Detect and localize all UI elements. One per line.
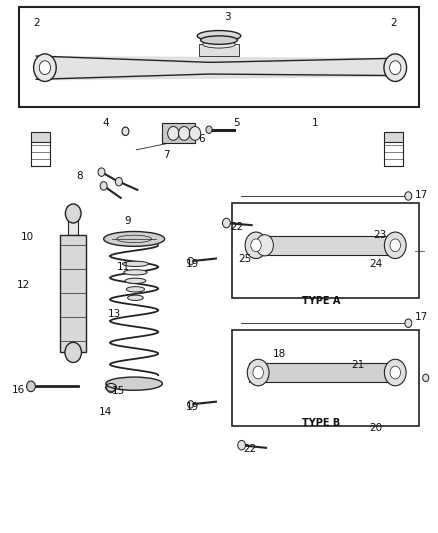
Text: 23: 23 <box>374 230 387 240</box>
Circle shape <box>405 192 412 200</box>
Text: 18: 18 <box>273 349 286 359</box>
Ellipse shape <box>124 270 147 275</box>
Bar <box>31 132 50 142</box>
Text: 17: 17 <box>415 190 428 200</box>
Text: 25: 25 <box>238 254 252 263</box>
Text: 5: 5 <box>233 118 240 128</box>
Text: 9: 9 <box>124 216 131 227</box>
Circle shape <box>384 54 406 82</box>
Circle shape <box>238 440 246 450</box>
Ellipse shape <box>106 377 162 390</box>
Text: 4: 4 <box>102 118 109 128</box>
Text: 3: 3 <box>224 12 231 22</box>
Text: 20: 20 <box>369 423 382 433</box>
Circle shape <box>223 218 230 228</box>
Circle shape <box>39 61 50 75</box>
Text: 19: 19 <box>186 259 200 269</box>
Text: TYPE A: TYPE A <box>302 296 340 306</box>
Bar <box>68 215 78 235</box>
Circle shape <box>65 204 81 223</box>
Circle shape <box>390 366 400 379</box>
Text: 22: 22 <box>230 222 243 232</box>
Circle shape <box>253 366 263 379</box>
Text: 2: 2 <box>33 18 39 28</box>
Text: 10: 10 <box>21 232 34 243</box>
Circle shape <box>385 232 406 259</box>
Text: 12: 12 <box>17 280 30 290</box>
Circle shape <box>116 177 122 186</box>
Circle shape <box>390 239 400 252</box>
Circle shape <box>34 54 56 82</box>
Text: 7: 7 <box>163 150 170 160</box>
Circle shape <box>189 126 201 140</box>
Circle shape <box>122 127 129 135</box>
Text: 22: 22 <box>243 445 256 455</box>
Circle shape <box>390 61 401 75</box>
Circle shape <box>423 374 429 382</box>
Circle shape <box>107 382 116 393</box>
Bar <box>162 123 195 143</box>
Circle shape <box>251 239 261 252</box>
Ellipse shape <box>197 30 241 41</box>
Circle shape <box>206 126 212 133</box>
Circle shape <box>179 126 190 140</box>
Circle shape <box>100 182 107 190</box>
Ellipse shape <box>125 278 146 284</box>
Ellipse shape <box>203 41 235 48</box>
Circle shape <box>256 235 273 256</box>
Bar <box>250 363 397 382</box>
Circle shape <box>98 168 105 176</box>
Text: 11: 11 <box>117 262 130 271</box>
Ellipse shape <box>201 36 237 44</box>
Circle shape <box>405 319 412 327</box>
Text: 15: 15 <box>112 386 126 396</box>
Ellipse shape <box>127 295 143 301</box>
Text: 13: 13 <box>108 309 121 319</box>
Bar <box>60 235 86 352</box>
Text: 6: 6 <box>198 134 205 144</box>
Circle shape <box>187 257 194 265</box>
Circle shape <box>245 232 267 259</box>
Circle shape <box>65 342 81 362</box>
Text: 14: 14 <box>99 407 113 417</box>
Text: 19: 19 <box>186 402 200 412</box>
Circle shape <box>27 381 35 392</box>
Circle shape <box>385 359 406 386</box>
Bar <box>250 236 397 255</box>
Ellipse shape <box>104 231 165 246</box>
Circle shape <box>247 359 269 386</box>
Text: 17: 17 <box>415 312 428 322</box>
Polygon shape <box>199 44 239 56</box>
Text: 24: 24 <box>369 259 382 269</box>
Circle shape <box>187 401 194 408</box>
Ellipse shape <box>122 261 148 266</box>
Text: 21: 21 <box>352 360 365 369</box>
Text: 1: 1 <box>311 118 318 128</box>
Text: 8: 8 <box>76 172 83 181</box>
Circle shape <box>168 126 179 140</box>
Ellipse shape <box>126 287 145 292</box>
Bar <box>384 132 403 142</box>
Text: TYPE B: TYPE B <box>302 418 340 428</box>
Text: 16: 16 <box>12 384 25 394</box>
Text: 2: 2 <box>390 18 396 28</box>
